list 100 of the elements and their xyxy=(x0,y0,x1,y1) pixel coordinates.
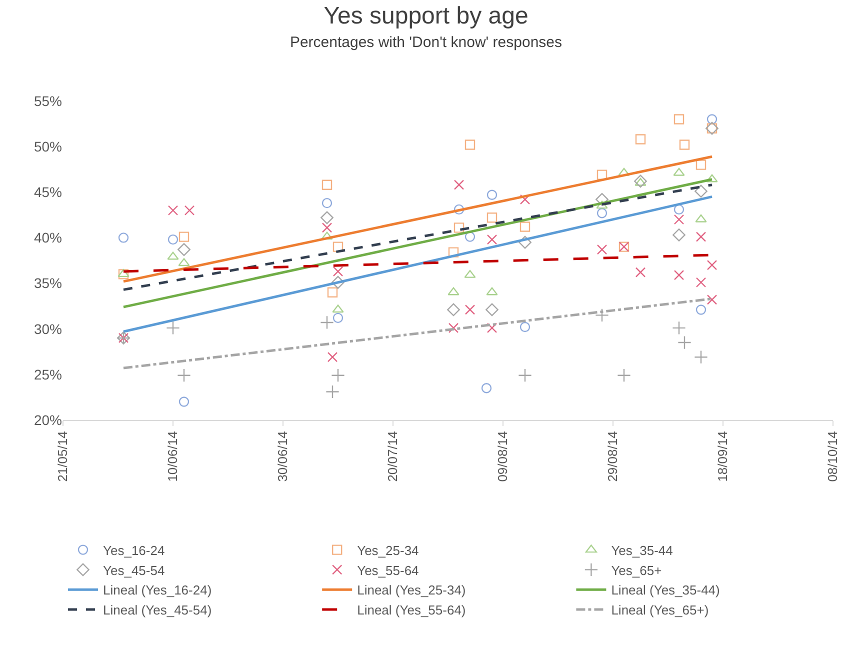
point xyxy=(454,180,464,190)
point xyxy=(486,322,498,334)
x-tick-label: 20/07/14 xyxy=(385,431,400,482)
x-tick-label: 18/09/14 xyxy=(715,431,730,482)
chart-subtitle: Percentages with 'Don't know' responses xyxy=(290,34,562,51)
point xyxy=(454,204,464,215)
x-tick-label: 08/10/14 xyxy=(825,431,840,482)
point xyxy=(320,316,334,330)
point xyxy=(674,214,684,225)
point xyxy=(332,276,344,289)
point xyxy=(320,211,334,224)
point xyxy=(331,368,345,382)
point xyxy=(178,243,190,256)
point xyxy=(118,232,129,243)
point xyxy=(332,266,344,277)
point xyxy=(332,304,344,313)
point xyxy=(673,168,685,176)
point xyxy=(464,232,476,242)
legend-label: Yes_16-24 xyxy=(103,542,165,558)
point xyxy=(178,396,190,407)
legend-label: Lineal (Yes_55-64) xyxy=(357,602,466,618)
point xyxy=(184,205,195,216)
y-tick-label: 50% xyxy=(34,138,62,154)
point xyxy=(518,368,532,382)
y-tick-label: 20% xyxy=(34,412,62,428)
chart-title: Yes support by age xyxy=(324,2,528,30)
point xyxy=(596,192,608,206)
legend-label: Yes_55-64 xyxy=(357,562,419,578)
legend-label: Lineal (Yes_25-34) xyxy=(357,582,466,598)
point xyxy=(321,232,333,240)
point xyxy=(596,208,608,218)
point xyxy=(706,114,718,124)
point xyxy=(706,294,718,305)
point xyxy=(327,287,338,298)
point xyxy=(178,232,190,242)
point xyxy=(464,304,476,315)
point xyxy=(696,232,706,242)
point xyxy=(520,322,530,332)
point xyxy=(464,270,476,278)
point xyxy=(486,190,498,200)
point xyxy=(322,222,332,233)
point xyxy=(635,267,646,278)
point xyxy=(696,160,706,170)
point xyxy=(326,384,340,399)
point xyxy=(596,244,608,255)
point xyxy=(695,214,707,222)
point xyxy=(706,174,718,182)
point xyxy=(696,304,706,315)
legend-label: Lineal (Yes_65+) xyxy=(611,602,709,618)
point xyxy=(454,222,464,233)
legend-label: Lineal (Yes_16-24) xyxy=(103,582,212,598)
point xyxy=(322,198,332,208)
legend-label: Lineal (Yes_45-54) xyxy=(103,602,212,618)
point xyxy=(177,368,191,382)
y-tick-label: 45% xyxy=(34,184,62,200)
point xyxy=(694,350,708,364)
point xyxy=(464,140,476,150)
point xyxy=(674,270,684,280)
y-tick-label: 30% xyxy=(34,320,62,337)
legend-label: Yes_45-54 xyxy=(103,562,165,578)
point xyxy=(486,212,498,223)
point xyxy=(448,247,459,258)
point xyxy=(166,321,180,335)
point xyxy=(635,134,646,144)
point xyxy=(595,308,609,322)
point xyxy=(617,368,631,382)
point xyxy=(486,234,498,245)
point xyxy=(596,200,608,209)
point xyxy=(674,114,684,124)
x-tick-label: 30/06/14 xyxy=(275,431,290,482)
point xyxy=(672,321,686,335)
point xyxy=(678,336,692,350)
point xyxy=(674,204,684,215)
point xyxy=(167,252,179,260)
x-tick-label: 09/08/14 xyxy=(495,431,510,482)
point xyxy=(679,140,690,150)
point xyxy=(634,174,647,188)
point xyxy=(448,322,459,334)
point xyxy=(327,352,338,362)
x-tick-label: 10/06/14 xyxy=(165,431,180,482)
point xyxy=(696,277,706,288)
x-tick-label: 21/05/14 xyxy=(55,431,70,482)
point xyxy=(486,287,498,296)
y-tick-label: 35% xyxy=(34,275,62,292)
legend-label: Yes_35-44 xyxy=(611,542,673,558)
point xyxy=(168,205,178,216)
point xyxy=(178,258,190,266)
point xyxy=(447,303,460,316)
legend-label: Lineal (Yes_35-44) xyxy=(611,582,720,598)
y-tick-label: 25% xyxy=(34,366,62,382)
point xyxy=(168,234,178,245)
y-tick-label: 55% xyxy=(34,92,62,109)
point xyxy=(634,178,646,186)
y-tick-label: 40% xyxy=(34,230,62,246)
point xyxy=(520,222,530,232)
x-tick-label: 29/08/14 xyxy=(605,431,620,482)
point xyxy=(596,170,608,180)
point xyxy=(448,287,460,296)
legend-label: Yes_65+ xyxy=(611,562,662,578)
point xyxy=(672,228,686,242)
